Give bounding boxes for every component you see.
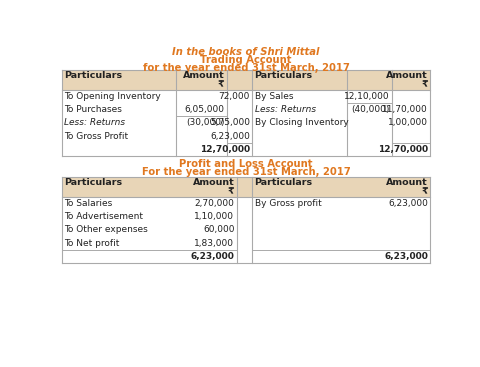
Text: (30,000): (30,000) (186, 119, 224, 127)
Text: Particulars: Particulars (64, 178, 122, 188)
Text: Amount: Amount (386, 178, 428, 188)
Text: 11,70,000: 11,70,000 (383, 105, 428, 115)
Text: For the year ended 31st March, 2017: For the year ended 31st March, 2017 (142, 167, 350, 177)
Text: 12,70,000: 12,70,000 (200, 145, 250, 154)
Text: To Net profit: To Net profit (64, 239, 119, 248)
Text: Less: Returns: Less: Returns (64, 119, 125, 127)
Text: ₹: ₹ (228, 187, 234, 196)
Text: To Salaries: To Salaries (64, 199, 112, 208)
Text: By Closing Inventory: By Closing Inventory (254, 119, 348, 127)
Text: for the year ended 31st March, 2017: for the year ended 31st March, 2017 (143, 62, 349, 73)
Text: 5,75,000: 5,75,000 (210, 119, 250, 127)
Text: 6,23,000: 6,23,000 (388, 199, 428, 208)
Text: In the books of Shri Mittal: In the books of Shri Mittal (172, 47, 320, 57)
Text: Amount: Amount (182, 71, 224, 80)
Text: ₹: ₹ (217, 80, 224, 89)
Text: ₹: ₹ (421, 187, 428, 196)
Text: To Advertisement: To Advertisement (64, 212, 143, 221)
Text: 60,000: 60,000 (203, 225, 234, 235)
Bar (61, 177, 431, 197)
Text: By Sales: By Sales (254, 92, 293, 101)
Text: 1,10,000: 1,10,000 (194, 212, 234, 221)
Bar (61, 70, 431, 90)
Text: To Purchases: To Purchases (64, 105, 122, 115)
Text: 2,70,000: 2,70,000 (194, 199, 234, 208)
Text: Amount: Amount (192, 178, 234, 188)
Text: Particulars: Particulars (64, 71, 122, 80)
Text: (40,000): (40,000) (351, 105, 389, 115)
Text: To Other expenses: To Other expenses (64, 225, 148, 235)
Text: Trading Account: Trading Account (200, 55, 292, 65)
Text: To Gross Profit: To Gross Profit (64, 131, 128, 141)
Text: 6,23,000: 6,23,000 (191, 252, 234, 261)
Text: 1,83,000: 1,83,000 (194, 239, 234, 248)
Text: By Gross profit: By Gross profit (254, 199, 321, 208)
Text: Amount: Amount (386, 71, 428, 80)
Text: 1,00,000: 1,00,000 (388, 119, 428, 127)
Text: ₹: ₹ (421, 80, 428, 89)
Text: 6,23,000: 6,23,000 (384, 252, 428, 261)
Text: 6,05,000: 6,05,000 (184, 105, 224, 115)
Text: Profit and Loss Account: Profit and Loss Account (179, 159, 313, 169)
Text: Particulars: Particulars (254, 178, 312, 188)
Text: Less: Returns: Less: Returns (254, 105, 316, 115)
Text: Particulars: Particulars (254, 71, 312, 80)
Text: 12,10,000: 12,10,000 (344, 92, 389, 101)
Text: To Opening Inventory: To Opening Inventory (64, 92, 161, 101)
Text: 12,70,000: 12,70,000 (378, 145, 428, 154)
Text: 6,23,000: 6,23,000 (210, 131, 250, 141)
Text: 72,000: 72,000 (218, 92, 250, 101)
